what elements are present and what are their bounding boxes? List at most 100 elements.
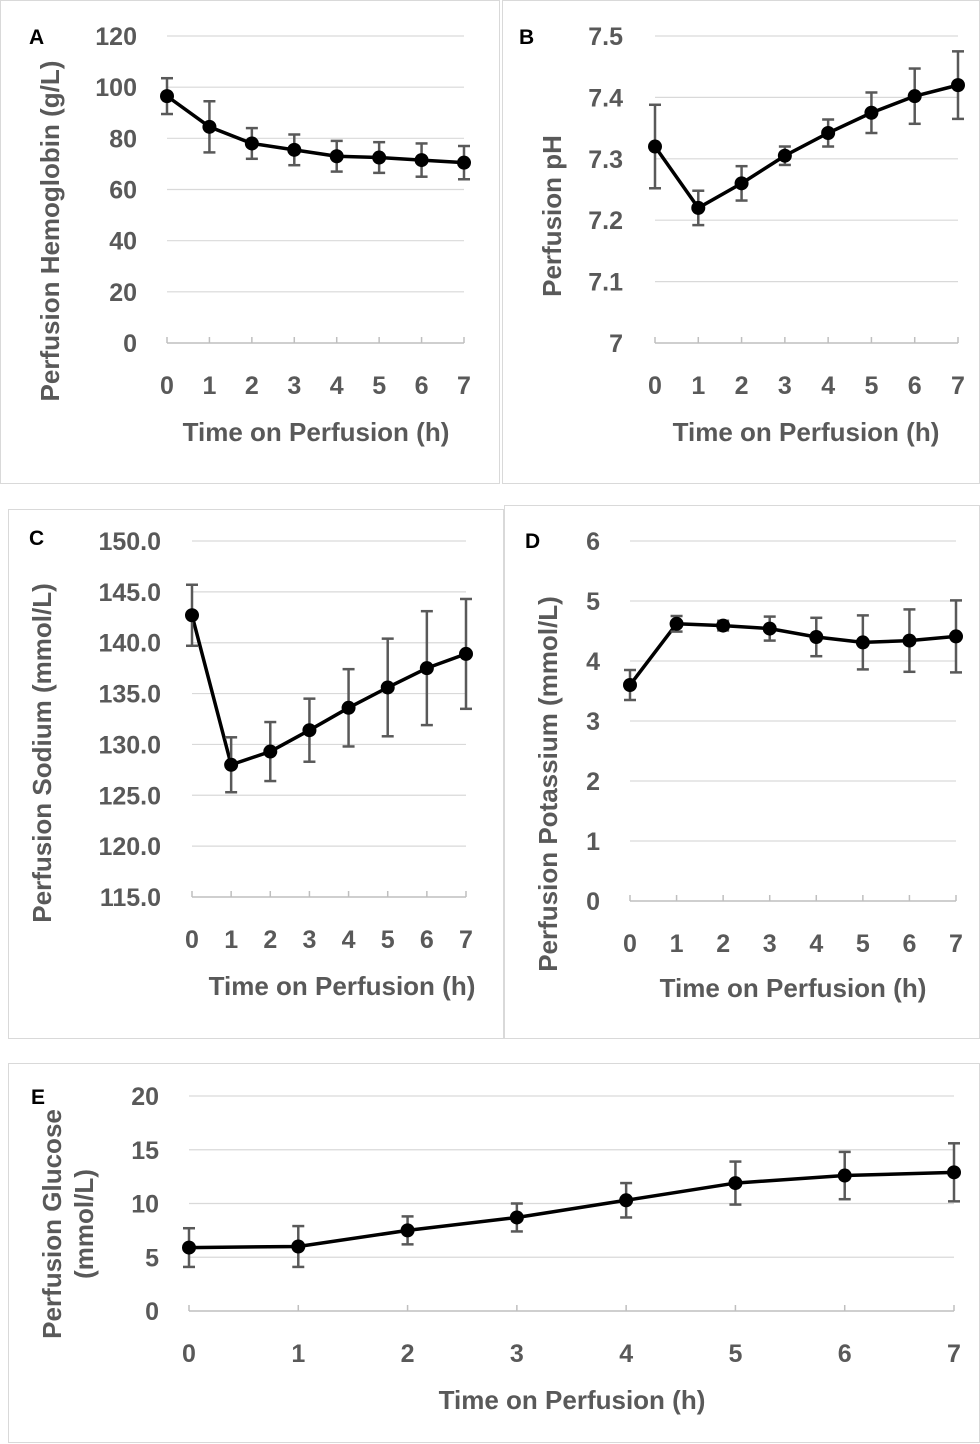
y-tick-label: 1 bbox=[586, 828, 600, 856]
x-tick-label: 1 bbox=[224, 926, 238, 954]
y-tick-label: 7 bbox=[609, 330, 623, 358]
data-point bbox=[949, 629, 963, 644]
y-tick-label: 145.0 bbox=[98, 579, 161, 607]
x-tick-label: 4 bbox=[619, 1340, 633, 1368]
x-axis-title: Time on Perfusion (h) bbox=[439, 1385, 706, 1415]
x-tick-label: 2 bbox=[735, 372, 749, 400]
y-axis-title-line: Perfusion Glucose bbox=[37, 1109, 67, 1339]
y-axis-title: Perfusion pH bbox=[537, 135, 567, 297]
x-tick-label: 3 bbox=[778, 372, 792, 400]
x-tick-label: 2 bbox=[716, 930, 730, 958]
data-point bbox=[947, 1165, 961, 1180]
x-tick-label: 7 bbox=[459, 926, 473, 954]
x-tick-label: 5 bbox=[728, 1340, 742, 1368]
y-tick-label: 20 bbox=[109, 279, 137, 307]
chart-panel-a: A 0 20 40 60 80 100 120 0 1 2 3 4 5 6 7 Time on Perfusio… bbox=[0, 0, 500, 484]
y-tick-label: 4 bbox=[586, 648, 600, 676]
data-point bbox=[459, 646, 473, 661]
data-point bbox=[302, 723, 317, 738]
chart-panel-d: D 0 1 2 3 4 5 6 0 1 2 3 4 5 6 7 Time on Perfusion (h) Per… bbox=[504, 505, 980, 1039]
x-tick-label: 0 bbox=[623, 930, 637, 958]
data-point bbox=[669, 616, 684, 631]
data-point bbox=[291, 1239, 306, 1254]
y-tick-label: 140.0 bbox=[98, 630, 161, 658]
data-point bbox=[855, 635, 870, 650]
x-axis-title: Time on Perfusion (h) bbox=[660, 973, 927, 1003]
y-tick-label: 7.2 bbox=[588, 207, 623, 235]
x-tick-label: 6 bbox=[838, 1340, 852, 1368]
y-tick-label: 130.0 bbox=[98, 731, 161, 759]
series-line bbox=[628, 622, 957, 687]
data-point bbox=[648, 139, 662, 154]
x-tick-label: 1 bbox=[291, 1340, 305, 1368]
data-point bbox=[734, 176, 749, 191]
panel-letter: C bbox=[29, 527, 44, 550]
x-tick-label: 7 bbox=[947, 1340, 961, 1368]
x-tick-label: 4 bbox=[342, 926, 356, 954]
x-tick-label: 6 bbox=[415, 372, 429, 400]
x-tick-label: 6 bbox=[420, 926, 434, 954]
y-tick-label: 125.0 bbox=[98, 782, 161, 810]
panel-letter: B bbox=[519, 26, 534, 49]
data-point bbox=[341, 700, 356, 715]
y-tick-label: 120.0 bbox=[98, 833, 161, 861]
x-tick-label: 1 bbox=[691, 372, 705, 400]
y-axis-title: Perfusion Potassium (mmol/L) bbox=[533, 596, 563, 972]
x-tick-label: 0 bbox=[182, 1340, 196, 1368]
data-point bbox=[224, 757, 239, 772]
data-point bbox=[419, 661, 434, 676]
panel-letter: E bbox=[31, 1086, 45, 1109]
y-tick-label: 120 bbox=[95, 23, 137, 51]
data-point bbox=[287, 142, 302, 157]
series-line bbox=[190, 614, 467, 767]
y-tick-label: 0 bbox=[145, 1298, 159, 1326]
x-tick-label: 7 bbox=[457, 372, 471, 400]
data-point bbox=[728, 1176, 743, 1191]
panel-letter: A bbox=[29, 26, 44, 49]
y-axis-title: Perfusion Hemoglobin (g/L) bbox=[35, 61, 65, 402]
data-point bbox=[263, 744, 278, 759]
x-tick-label: 5 bbox=[864, 372, 878, 400]
data-point bbox=[372, 150, 387, 165]
x-tick-label: 4 bbox=[330, 372, 344, 400]
y-tick-label: 20 bbox=[131, 1083, 159, 1111]
y-tick-label: 100 bbox=[95, 74, 137, 102]
x-axis-title: Time on Perfusion (h) bbox=[183, 417, 450, 447]
data-point bbox=[457, 155, 471, 170]
y-axis-title-line: (mmol/L) bbox=[69, 1169, 99, 1279]
y-tick-label: 80 bbox=[109, 125, 137, 153]
chart-b-svg: B 7 7.1 7.2 7.3 7.4 7.5 0 1 2 3 4 5 6 7 Time on Perfusi… bbox=[519, 23, 965, 447]
chart-panel-c: C 115.0 120.0 125.0 130.0 135.0 140.0 145.0 150.… bbox=[8, 509, 504, 1039]
x-tick-label: 6 bbox=[908, 372, 922, 400]
x-tick-label: 0 bbox=[160, 372, 174, 400]
data-point bbox=[400, 1223, 415, 1238]
data-point bbox=[202, 119, 217, 134]
x-tick-label: 2 bbox=[245, 372, 259, 400]
y-tick-label: 7.4 bbox=[588, 84, 623, 112]
y-axis-title: Perfusion Sodium (mmol/L) bbox=[27, 583, 57, 922]
x-tick-label: 7 bbox=[949, 930, 963, 958]
x-tick-label: 3 bbox=[510, 1340, 524, 1368]
chart-panel-e: E 0 5 10 15 20 0 1 2 3 4 5 6 7 Time on Perfusion (h) Pe… bbox=[8, 1063, 980, 1443]
data-point bbox=[380, 680, 395, 695]
data-point bbox=[414, 153, 429, 168]
series-line bbox=[653, 83, 959, 210]
chart-d-svg: D 0 1 2 3 4 5 6 0 1 2 3 4 5 6 7 Time on Perfusion (h) Per… bbox=[525, 528, 963, 1003]
data-point bbox=[777, 148, 792, 163]
y-tick-label: 150.0 bbox=[98, 528, 161, 556]
y-tick-label: 3 bbox=[586, 708, 600, 736]
x-axis-title: Time on Perfusion (h) bbox=[673, 417, 940, 447]
y-tick-label: 7.3 bbox=[588, 146, 623, 174]
y-tick-label: 0 bbox=[586, 888, 600, 916]
y-tick-label: 15 bbox=[131, 1137, 159, 1165]
data-point bbox=[907, 89, 922, 104]
data-point bbox=[182, 1240, 196, 1255]
series-line bbox=[188, 1170, 955, 1250]
y-tick-label: 7.5 bbox=[588, 23, 623, 51]
y-axis-title: Perfusion Glucose(mmol/L) bbox=[37, 1109, 99, 1339]
data-point bbox=[160, 89, 174, 104]
y-tick-label: 135.0 bbox=[98, 681, 161, 709]
data-point bbox=[244, 136, 259, 151]
data-point bbox=[809, 630, 824, 644]
